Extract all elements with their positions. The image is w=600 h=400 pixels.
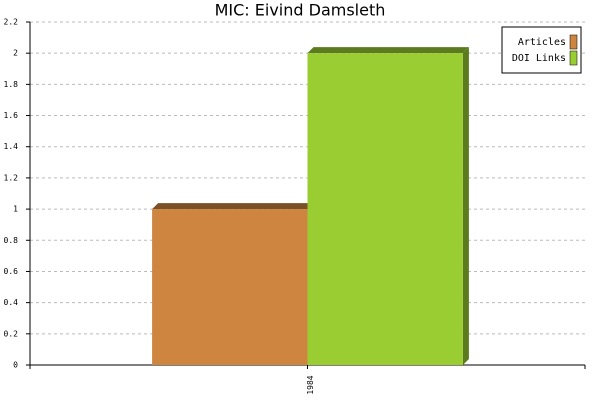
bar-top: [307, 47, 469, 54]
y-tick-label: 2: [13, 49, 18, 58]
y-tick-label: 0.6: [4, 267, 19, 276]
legend-label: DOI Links: [512, 53, 566, 64]
legend-swatch: [569, 34, 578, 50]
x-tick-label: 1984: [306, 375, 315, 394]
legend-swatch: [569, 50, 578, 66]
legend-box: [501, 26, 582, 74]
legend-label: Articles: [518, 37, 566, 48]
chart-title: MIC: Eivind Damsleth: [215, 1, 386, 20]
y-tick-label: 1.2: [4, 173, 19, 182]
bar: [307, 53, 463, 365]
bar: [152, 209, 308, 365]
legend: Articles DOI Links: [501, 26, 582, 74]
y-tick-label: 0.8: [4, 236, 19, 245]
y-tick-label: 1.8: [4, 80, 19, 89]
y-tick-label: 0: [13, 361, 18, 370]
y-tick-label: 0.4: [4, 298, 19, 307]
y-tick-label: 2.2: [4, 18, 19, 27]
y-tick-label: 1.6: [4, 111, 19, 120]
y-tick-label: 0.2: [4, 329, 19, 338]
bar-side: [462, 47, 469, 365]
bar-top: [152, 203, 314, 210]
y-tick-label: 1: [13, 205, 18, 214]
y-tick-label: 1.4: [4, 142, 19, 151]
